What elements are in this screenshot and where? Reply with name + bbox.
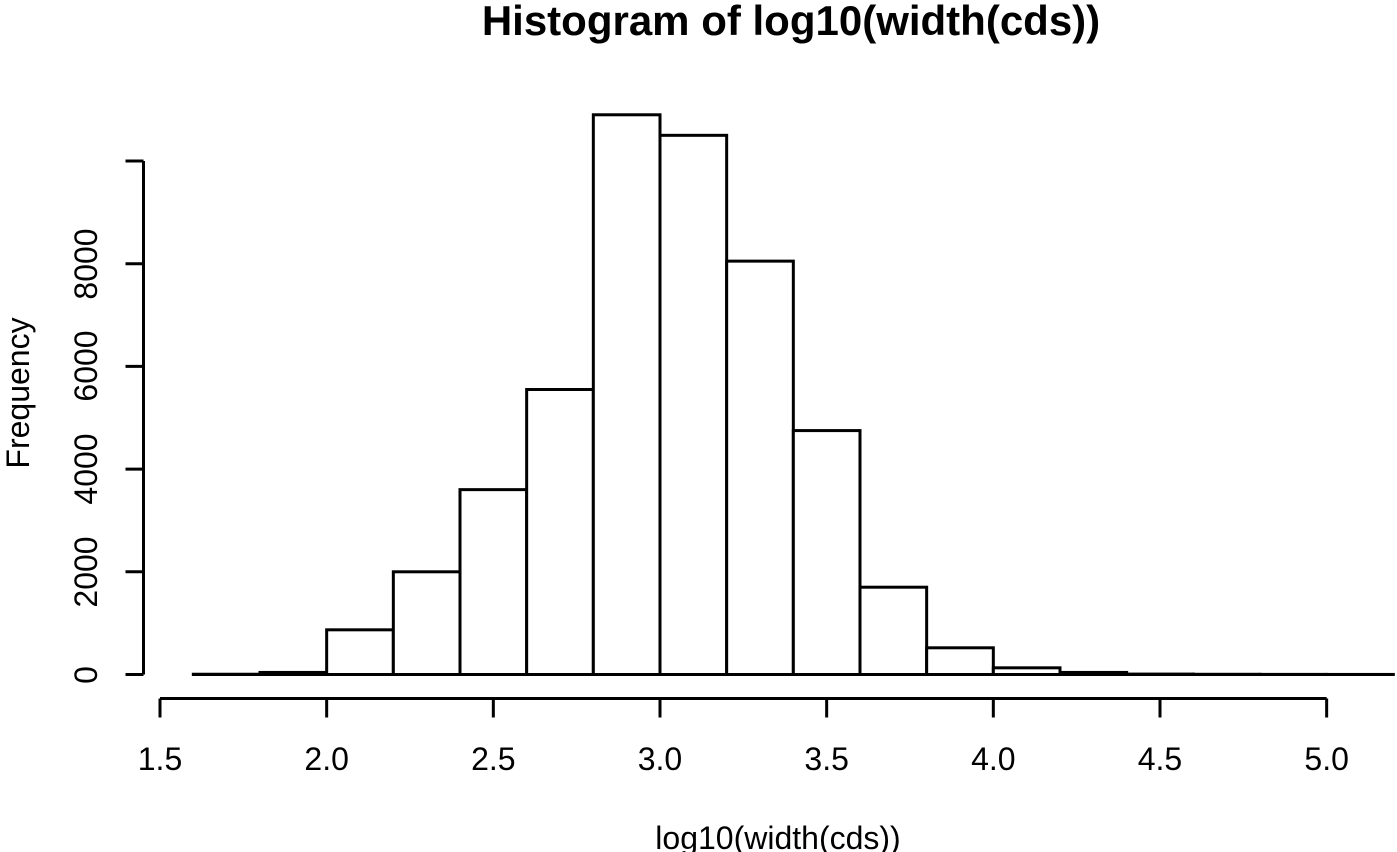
histogram-bar [1058,670,1129,676]
histogram-bar [591,113,662,677]
y-tick-label: 8000 [68,228,104,300]
y-axis-label: Frequency [0,317,36,469]
x-tick-label: 1.5 [137,741,183,777]
histogram-bar [325,628,395,676]
histogram-bar [658,133,729,676]
histogram-bar [458,488,529,677]
histogram-bar [991,666,1062,677]
x-tick-label: 4.0 [971,741,1016,777]
x-tick-label: 2.0 [304,741,349,777]
histogram-bar [258,670,329,676]
histogram-bar [725,259,795,676]
histogram-bar [791,429,862,676]
x-tick-label: 5.0 [1304,741,1349,777]
y-tick-label: 4000 [68,433,104,505]
histogram-bar [858,585,929,677]
x-axis-label: log10(width(cds)) [655,820,901,852]
histogram-bar [525,388,595,676]
y-tick-label: 0 [68,665,104,684]
x-tick-label: 3.0 [637,741,683,777]
y-tick-label: 6000 [68,330,104,402]
histogram-bar [391,570,462,676]
histogram-bar [925,646,995,676]
x-tick-label: 4.5 [1137,741,1183,777]
y-tick-label: 2000 [68,536,104,608]
x-tick-label: 2.5 [471,741,516,777]
chart-title: Histogram of log10(width(cds)) [481,0,1101,44]
x-tick-label: 3.5 [804,741,849,777]
